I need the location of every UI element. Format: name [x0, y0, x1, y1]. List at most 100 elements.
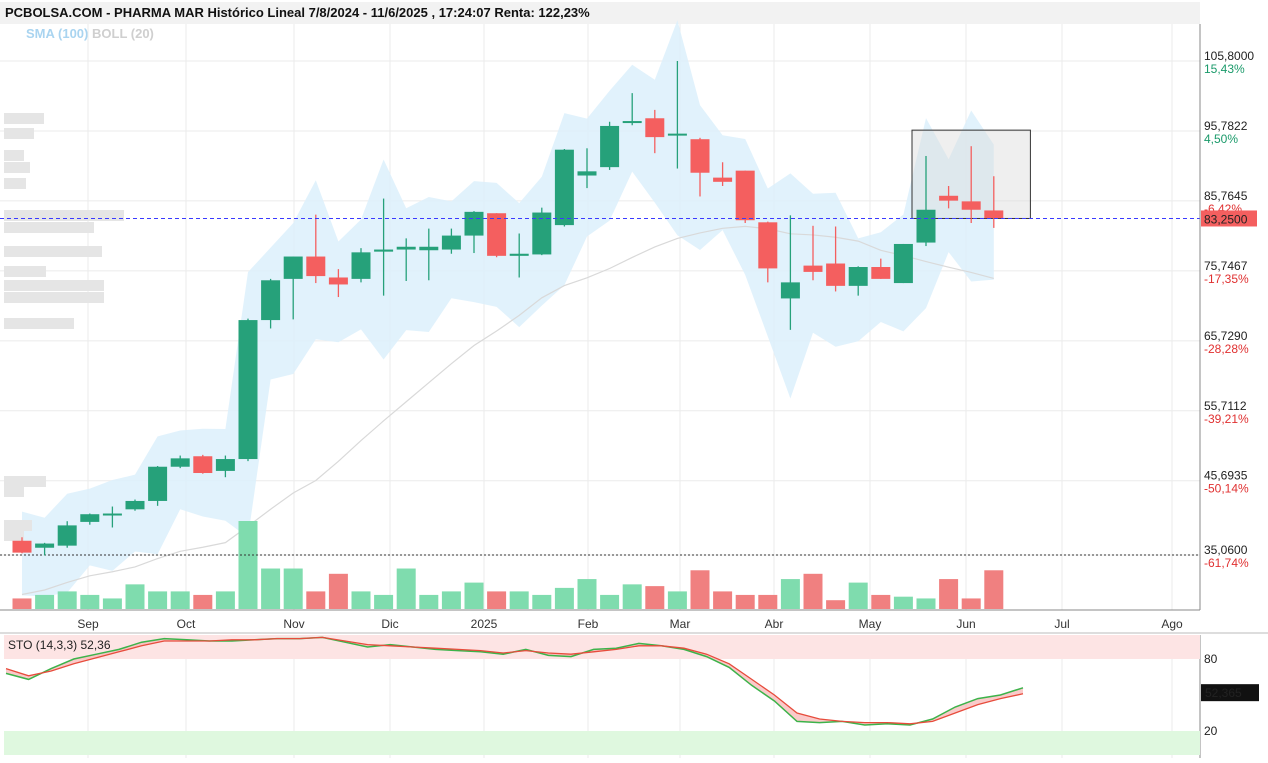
sto-overbought-zone — [4, 635, 1200, 659]
candle[interactable] — [509, 253, 529, 256]
candle[interactable] — [238, 320, 258, 460]
candle[interactable] — [780, 282, 800, 299]
volume-bar[interactable] — [984, 570, 1004, 609]
volume-bar[interactable] — [170, 591, 190, 609]
y-tick-label: 75,7467 — [1204, 259, 1248, 273]
sto-level-label: 20 — [1204, 724, 1218, 738]
candle[interactable] — [170, 458, 190, 467]
candle[interactable] — [803, 265, 823, 272]
candle[interactable] — [12, 540, 32, 553]
candle[interactable] — [984, 210, 1004, 219]
candle[interactable] — [961, 201, 981, 210]
candle[interactable] — [577, 171, 597, 176]
candle[interactable] — [826, 263, 846, 286]
volume-bar[interactable] — [939, 579, 959, 609]
candle[interactable] — [148, 466, 168, 501]
volume-bar[interactable] — [803, 573, 823, 609]
candle[interactable] — [419, 246, 439, 251]
volume-bar[interactable] — [600, 594, 620, 609]
candle[interactable] — [600, 125, 620, 168]
volume-bar[interactable] — [57, 591, 77, 609]
volume-bar[interactable] — [487, 591, 507, 609]
volume-bar[interactable] — [261, 568, 281, 609]
volume-bar[interactable] — [148, 591, 168, 609]
volume-bar[interactable] — [826, 600, 846, 609]
volume-bar[interactable] — [667, 591, 687, 609]
candle[interactable] — [328, 277, 348, 285]
candle[interactable] — [487, 213, 507, 256]
volume-bar[interactable] — [238, 521, 258, 609]
candle[interactable] — [690, 139, 710, 173]
volume-bar[interactable] — [215, 591, 235, 609]
volume-bar[interactable] — [102, 598, 122, 609]
volume-bar[interactable] — [306, 591, 326, 609]
volume-bar[interactable] — [35, 594, 55, 609]
volume-bar[interactable] — [871, 594, 891, 609]
legend-boll[interactable]: BOLL (20) — [92, 26, 154, 41]
candle[interactable] — [916, 209, 936, 243]
candle[interactable] — [622, 121, 642, 124]
candle[interactable] — [713, 177, 733, 182]
y-tick-pct: -61,74% — [1204, 556, 1249, 570]
volume-bar[interactable] — [441, 591, 461, 609]
sto-d-line[interactable] — [5, 636, 1024, 725]
legend-sma[interactable]: SMA (100) — [26, 26, 89, 41]
x-tick-label: Dic — [381, 617, 398, 631]
volume-bar[interactable] — [893, 596, 913, 609]
candle[interactable] — [57, 525, 77, 546]
candle[interactable] — [871, 267, 891, 279]
volume-bar[interactable] — [193, 594, 213, 609]
candle[interactable] — [396, 246, 416, 250]
volume-bar[interactable] — [645, 586, 665, 609]
candle[interactable] — [193, 456, 213, 474]
candle[interactable] — [261, 280, 281, 321]
volume-bar[interactable] — [283, 568, 303, 609]
candle[interactable] — [374, 249, 394, 252]
candle[interactable] — [125, 500, 145, 510]
volume-bar[interactable] — [125, 584, 145, 609]
volume-bar[interactable] — [758, 594, 778, 609]
volume-profile-bar — [4, 318, 74, 329]
candle[interactable] — [893, 243, 913, 284]
volume-bar[interactable] — [328, 573, 348, 609]
candle[interactable] — [102, 513, 122, 516]
candle[interactable] — [939, 195, 959, 201]
volume-bar[interactable] — [961, 598, 981, 609]
candle[interactable] — [464, 211, 484, 236]
volume-bar[interactable] — [690, 570, 710, 609]
candle[interactable] — [351, 252, 371, 279]
candle[interactable] — [667, 133, 687, 136]
volume-bar[interactable] — [735, 594, 755, 609]
volume-bar[interactable] — [577, 579, 597, 609]
candle[interactable] — [758, 222, 778, 269]
volume-profile-bar — [4, 150, 24, 161]
x-tick-label: Ago — [1161, 617, 1183, 631]
volume-bar[interactable] — [12, 598, 32, 609]
candle[interactable] — [306, 256, 326, 277]
candle[interactable] — [441, 235, 461, 250]
volume-bar[interactable] — [713, 591, 733, 609]
volume-bar[interactable] — [554, 587, 574, 609]
volume-bar[interactable] — [419, 594, 439, 609]
volume-bar[interactable] — [532, 594, 552, 609]
volume-bar[interactable] — [396, 568, 416, 609]
volume-bar[interactable] — [622, 584, 642, 609]
volume-bar[interactable] — [780, 579, 800, 609]
volume-bar[interactable] — [848, 582, 868, 609]
candle[interactable] — [532, 212, 552, 255]
volume-bar[interactable] — [509, 591, 529, 609]
candle[interactable] — [645, 118, 665, 138]
candle[interactable] — [554, 149, 574, 226]
candle[interactable] — [283, 256, 303, 279]
volume-bar[interactable] — [80, 594, 100, 609]
volume-bar[interactable] — [374, 594, 394, 609]
volume-bar[interactable] — [464, 582, 484, 609]
candle[interactable] — [848, 267, 868, 286]
volume-bar[interactable] — [916, 598, 936, 609]
candle[interactable] — [80, 514, 100, 522]
candle[interactable] — [35, 543, 55, 548]
candle[interactable] — [215, 459, 235, 471]
candle[interactable] — [735, 170, 755, 221]
volume-bar[interactable] — [351, 591, 371, 609]
